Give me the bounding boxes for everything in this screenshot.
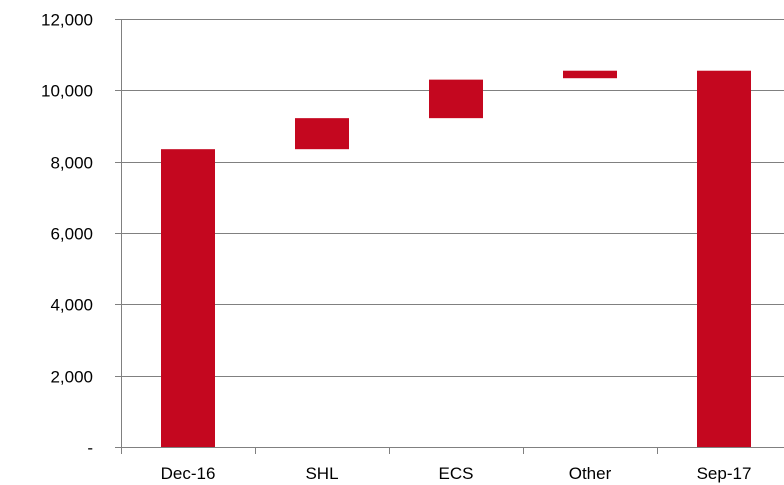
- y-tick-label: 4,000: [50, 296, 93, 315]
- y-tick-label: 2,000: [50, 368, 93, 387]
- x-tick-label: Other: [569, 464, 612, 483]
- x-tick-label: Dec-16: [161, 464, 216, 483]
- x-tick-label: SHL: [305, 464, 338, 483]
- y-tick-label: -: [87, 439, 93, 458]
- y-tick-label: 12,000: [41, 11, 93, 30]
- bar-dec-16: [161, 149, 215, 447]
- y-tick-label: 8,000: [50, 154, 93, 173]
- bar-layer: [161, 70, 751, 447]
- x-tick-label: Sep-17: [697, 464, 752, 483]
- bar-ecs: [429, 79, 483, 119]
- bar-other: [563, 70, 617, 79]
- y-tick-label: 6,000: [50, 225, 93, 244]
- label-layer: - 2,000 4,000 6,000 8,000 10,000 12,000 Dec-16 S…: [41, 11, 751, 484]
- grid-layer: [121, 19, 784, 377]
- y-tick-label: 10,000: [41, 82, 93, 101]
- bar-shl: [295, 118, 349, 150]
- x-tick-label: ECS: [439, 464, 474, 483]
- bar-sep-17: [697, 70, 751, 447]
- axis-layer: [115, 19, 784, 454]
